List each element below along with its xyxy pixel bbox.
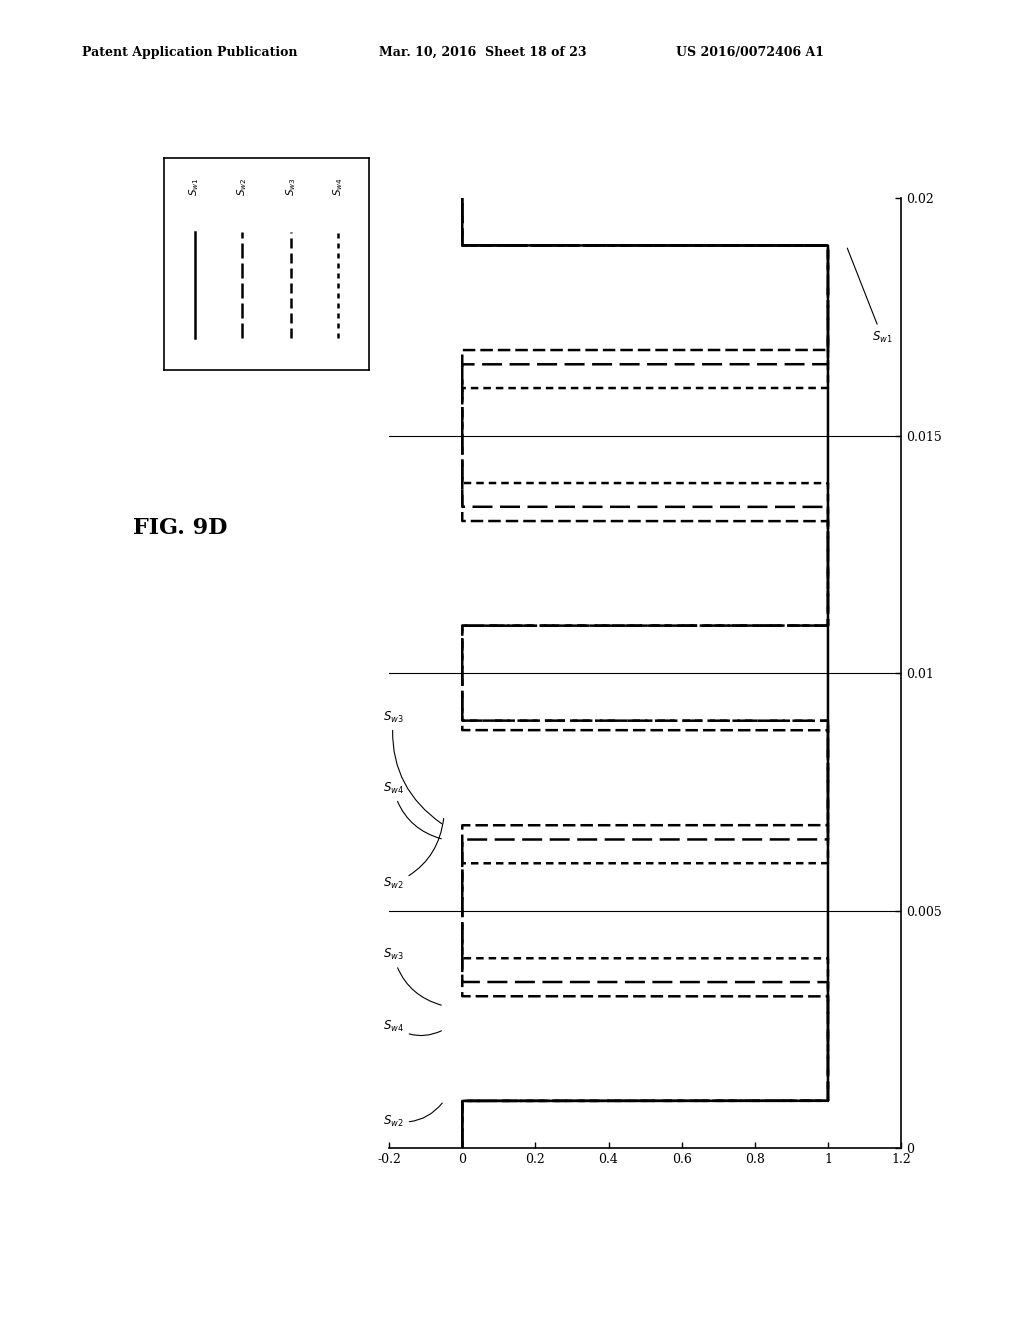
Text: $S_{w1}$: $S_{w1}$ xyxy=(847,248,893,345)
Text: $S_{w1}$: $S_{w1}$ xyxy=(187,178,202,197)
Text: US 2016/0072406 A1: US 2016/0072406 A1 xyxy=(676,46,824,59)
Text: $S_{w2}$: $S_{w2}$ xyxy=(383,1104,442,1129)
Text: $S_{w4}$: $S_{w4}$ xyxy=(383,781,441,838)
Text: $S_{w4}$: $S_{w4}$ xyxy=(383,1019,441,1036)
Text: $S_{w3}$: $S_{w3}$ xyxy=(383,710,441,824)
Text: Patent Application Publication: Patent Application Publication xyxy=(82,46,297,59)
Text: $S_{w2}$: $S_{w2}$ xyxy=(234,178,249,197)
Text: $S_{w4}$: $S_{w4}$ xyxy=(331,178,345,197)
Text: Mar. 10, 2016  Sheet 18 of 23: Mar. 10, 2016 Sheet 18 of 23 xyxy=(379,46,587,59)
Text: FIG. 9D: FIG. 9D xyxy=(133,517,227,539)
Text: $S_{w3}$: $S_{w3}$ xyxy=(284,178,298,197)
Text: $S_{w3}$: $S_{w3}$ xyxy=(383,948,441,1005)
Text: $S_{w2}$: $S_{w2}$ xyxy=(383,818,443,891)
